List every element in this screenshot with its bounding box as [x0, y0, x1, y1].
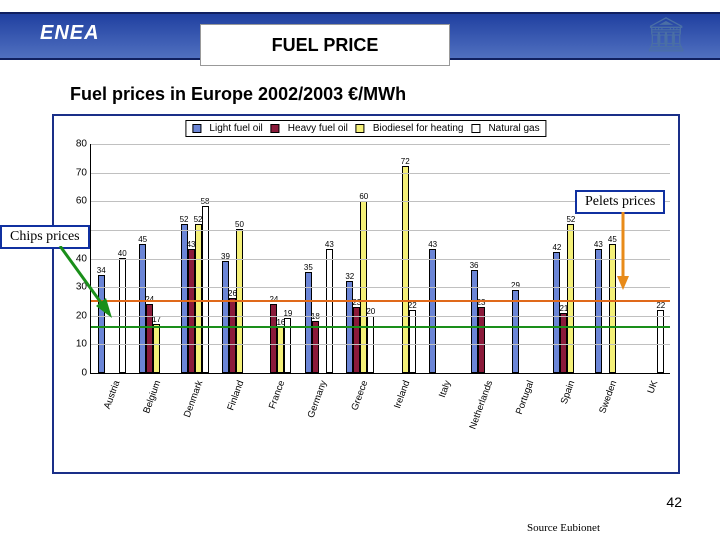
bar: 18 [312, 321, 319, 373]
bar: 43 [326, 249, 333, 373]
grid-line [91, 316, 670, 317]
bar: 52 [195, 224, 202, 374]
legend-swatch [192, 124, 201, 133]
unesco-icon: 🏛 [642, 18, 690, 52]
bar-label: 52 [566, 215, 575, 224]
y-tick: 80 [76, 139, 87, 150]
bar-label: 36 [470, 261, 479, 270]
bar: 58 [202, 206, 209, 373]
grid-line [91, 287, 670, 288]
bar: 43 [595, 249, 602, 373]
bar: 43 [429, 249, 436, 373]
bar-label: 39 [221, 252, 230, 261]
bar-label: 45 [138, 235, 147, 244]
bar: 42 [553, 252, 560, 373]
bar-label: 60 [359, 192, 368, 201]
bar-label: 43 [428, 240, 437, 249]
bar: 26 [229, 298, 236, 373]
title-box: FUEL PRICE [200, 24, 450, 66]
source-text: Source Eubionet [527, 522, 600, 534]
legend-label: Light fuel oil [209, 123, 262, 134]
subtitle: Fuel prices in Europe 2002/2003 €/MWh [70, 84, 406, 105]
grid-line [91, 230, 670, 231]
plot-area: 3440Austria452417Belgium52435258Denmark3… [90, 144, 670, 374]
orange-reference-line [91, 300, 670, 302]
bar-label: 43 [594, 240, 603, 249]
bar: 23 [353, 307, 360, 373]
bar-label: 52 [180, 215, 189, 224]
page-title: FUEL PRICE [272, 35, 379, 56]
pelets-annotation: Pelets prices [575, 190, 665, 214]
x-label: Austria [102, 379, 122, 411]
x-label: Germany [305, 379, 329, 419]
x-label: Netherlands [467, 379, 495, 431]
legend: Light fuel oil Heavy fuel oil Biodiesel fo… [185, 120, 546, 137]
y-tick: 0 [81, 368, 87, 379]
bar: 52 [567, 224, 574, 374]
bar: 24 [270, 304, 277, 373]
grid-line [91, 259, 670, 260]
x-label: Greece [350, 379, 371, 412]
bar-label: 72 [401, 157, 410, 166]
bar: 17 [153, 324, 160, 373]
grid-line [91, 144, 670, 145]
x-label: Belgium [141, 379, 163, 415]
bar: 39 [222, 261, 229, 373]
bar-label: 35 [304, 263, 313, 272]
bar-label: 50 [235, 220, 244, 229]
legend-label: Heavy fuel oil [288, 123, 348, 134]
bar-label: 18 [311, 312, 320, 321]
grid-line [91, 173, 670, 174]
bar-label: 20 [366, 307, 375, 316]
chips-arrow [52, 246, 122, 326]
legend-label: Biodiesel for heating [373, 123, 464, 134]
unesco-logo: 🏛 [642, 18, 690, 62]
bar: 36 [471, 270, 478, 374]
y-tick: 10 [76, 339, 87, 350]
x-label: Ireland [392, 379, 412, 410]
bar: 22 [657, 310, 664, 373]
bar-label: 29 [511, 281, 520, 290]
legend-swatch [356, 124, 365, 133]
x-label: UK [646, 379, 661, 395]
x-label: Sweden [597, 379, 619, 415]
x-label: Denmark [181, 379, 205, 419]
legend-swatch [271, 124, 280, 133]
bar: 45 [139, 244, 146, 373]
x-label: Finland [225, 379, 246, 412]
bar-label: 42 [552, 243, 561, 252]
x-label: Italy [437, 379, 453, 399]
bar: 16 [277, 327, 284, 373]
header-bar: ENEA FUEL PRICE 🏛 [0, 12, 720, 60]
bar: 22 [409, 310, 416, 373]
bar-label: 19 [283, 309, 292, 318]
enea-logo: ENEA [40, 22, 100, 45]
y-tick: 70 [76, 167, 87, 178]
page-number: 42 [666, 494, 682, 510]
bar: 72 [402, 166, 409, 373]
legend-label: Natural gas [488, 123, 539, 134]
grid-line [91, 344, 670, 345]
bar: 23 [478, 307, 485, 373]
bar: 29 [512, 290, 519, 373]
bar: 21 [560, 313, 567, 373]
x-label: Portugal [514, 379, 536, 416]
bar: 43 [188, 249, 195, 373]
chart-container: Light fuel oil Heavy fuel oil Biodiesel fo… [52, 114, 680, 474]
x-label: Spain [559, 379, 578, 406]
green-reference-line [91, 326, 670, 328]
bar-label: 32 [345, 272, 354, 281]
x-label: France [267, 379, 287, 411]
legend-swatch [471, 124, 480, 133]
pelets-arrow [608, 212, 638, 292]
y-tick: 60 [76, 196, 87, 207]
bar-label: 43 [325, 240, 334, 249]
